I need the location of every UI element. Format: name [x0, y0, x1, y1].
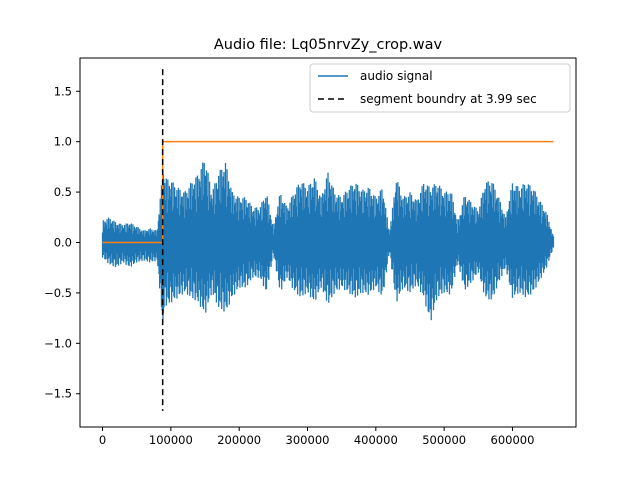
x-tick-label: 200000 [217, 433, 261, 447]
x-tick-label: 600000 [491, 433, 535, 447]
y-tick-label: 0.0 [54, 236, 72, 250]
legend-label: segment boundry at 3.99 sec [360, 92, 537, 106]
x-tick-label: 300000 [286, 433, 330, 447]
y-tick-label: −1.5 [44, 387, 72, 401]
x-tick-label: 500000 [422, 433, 466, 447]
y-tick-label: 0.5 [54, 185, 72, 199]
y-tick-label: 1.5 [54, 84, 72, 98]
y-tick-label: −1.0 [44, 336, 72, 350]
audio-signal-series [101, 162, 555, 321]
y-axis: −1.5 −1.0 −0.5 0.0 0.5 1.0 1.5 [44, 84, 80, 401]
x-tick-label: 400000 [354, 433, 398, 447]
chart-title: Audio file: Lq05nrvZy_crop.wav [214, 37, 443, 53]
x-tick-label: 0 [99, 433, 106, 447]
legend-box [309, 63, 571, 113]
x-tick-label: 100000 [149, 433, 193, 447]
y-tick-label: 1.0 [54, 135, 72, 149]
legend-label: audio signal [360, 69, 433, 83]
y-tick-label: −0.5 [44, 286, 72, 300]
plot-area [101, 69, 555, 411]
legend: audio signal segment boundry at 3.99 sec [309, 63, 571, 113]
x-axis: 0 100000 200000 300000 400000 500000 600000 [99, 427, 535, 447]
